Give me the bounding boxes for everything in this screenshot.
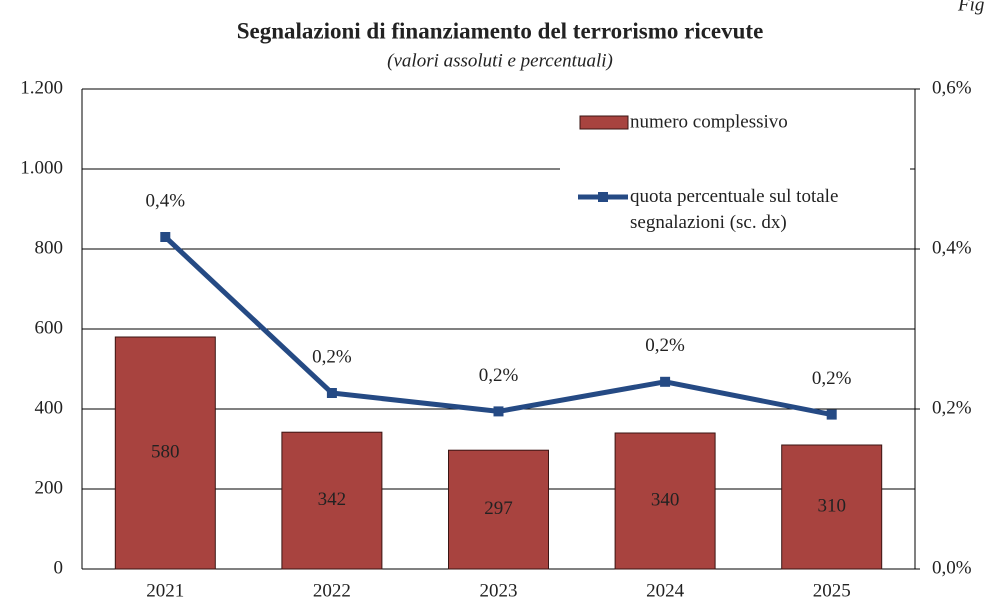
y-tick-label: 400 (35, 397, 64, 418)
line-label: 0,4% (146, 190, 186, 211)
y-tick-label: 600 (35, 317, 64, 338)
bar (281, 431, 383, 570)
y2-tick-label: 0,0% (932, 557, 972, 578)
bar (114, 336, 216, 570)
line-marker (826, 409, 837, 420)
y-tick-label: 800 (35, 237, 64, 258)
line-marker (660, 376, 671, 387)
y-tick-label: 200 (35, 477, 64, 498)
x-tick-label: 2022 (313, 580, 351, 601)
y-tick-label: 1.000 (20, 157, 63, 178)
legend-marker (598, 192, 608, 202)
line-marker (160, 232, 171, 242)
line-label: 0,2% (312, 346, 352, 367)
bar-label: 580 (151, 441, 180, 462)
y-tick-label: 1.200 (20, 77, 63, 98)
bar (781, 444, 883, 570)
y2-tick-label: 0,6% (932, 77, 972, 98)
y2-tick-label: 0,4% (932, 237, 972, 258)
y2-tick-label: 0,2% (932, 397, 972, 418)
annotation: Fig (957, 0, 984, 15)
x-tick-label: 2025 (813, 580, 851, 601)
legend-label-box: quota percentuale sul totale segnalazion… (630, 186, 839, 233)
bar-label: 297 (484, 498, 513, 519)
line-label: 0,2% (645, 335, 685, 356)
line-marker (493, 406, 504, 417)
line-label: 0,2% (812, 368, 852, 389)
bar-label: 340 (651, 489, 680, 510)
x-tick-label: 2021 (146, 580, 184, 601)
y-tick-label: 0 (54, 557, 64, 578)
bar (614, 432, 716, 570)
chart-title: Segnalazioni di finanziamento del terror… (237, 18, 764, 43)
line-label: 0,2% (479, 365, 519, 386)
legend-label: quota percentuale sul totale segnalazion… (630, 186, 839, 233)
chart-subtitle: (valori assoluti e percentuali) (387, 50, 613, 71)
legend-label: numero complessivo (630, 111, 788, 132)
line-marker (326, 388, 337, 398)
bar (448, 449, 549, 570)
x-tick-label: 2023 (480, 580, 518, 601)
bar-label: 310 (817, 495, 846, 516)
bar-label: 342 (318, 489, 347, 510)
legend-swatch (579, 115, 629, 130)
x-tick-label: 2024 (646, 580, 685, 601)
line (163, 235, 833, 418)
